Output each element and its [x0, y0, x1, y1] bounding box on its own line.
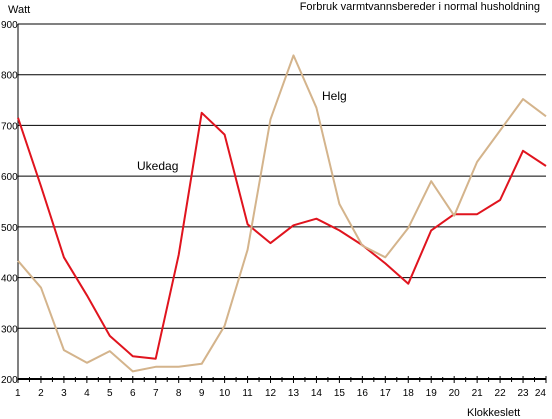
series-label-helg: Helg — [322, 89, 347, 103]
x-tick-label-17: 17 — [380, 388, 392, 399]
x-tick-label-2: 2 — [38, 388, 44, 399]
x-tick-label-20: 20 — [449, 388, 461, 399]
y-tick-label-400: 400 — [1, 274, 18, 285]
x-tick-labels: 1 2 3 4 5 6 7 8 9 10 11 12 13 14 15 16 17 18 19 20 21 22 23 24 — [15, 388, 546, 399]
y-tick-label-600: 600 — [1, 172, 18, 183]
x-tick-label-22: 22 — [495, 388, 507, 399]
y-tick-label-700: 700 — [1, 121, 18, 132]
series-line-helg — [17, 54, 547, 373]
series-line-ukedag — [17, 111, 547, 360]
x-tick-label-14: 14 — [311, 388, 323, 399]
axes — [17, 24, 547, 383]
grid — [18, 23, 546, 329]
x-tick-label-16: 16 — [357, 388, 369, 399]
y-tick-label-200: 200 — [1, 375, 18, 386]
x-tick-label-7: 7 — [153, 388, 159, 399]
x-tick-label-11: 11 — [242, 388, 253, 399]
series-label-ukedag: Ukedag — [137, 159, 178, 173]
x-tick-label-21: 21 — [472, 388, 484, 399]
y-tick-label-500: 500 — [1, 223, 18, 234]
x-tick-label-12: 12 — [265, 388, 277, 399]
x-tick-label-23: 23 — [517, 388, 529, 399]
series-lines — [17, 54, 547, 373]
x-tick-label-13: 13 — [288, 388, 300, 399]
y-axis-title: Watt — [8, 4, 30, 16]
x-tick-label-9: 9 — [199, 388, 205, 399]
y-tick-label-300: 300 — [1, 324, 18, 335]
x-tick-label-1: 1 — [15, 388, 21, 399]
x-tick-label-8: 8 — [176, 388, 182, 399]
x-axis-title: Klokkeslett — [467, 407, 520, 419]
x-tick-label-15: 15 — [334, 388, 346, 399]
x-tick-label-24: 24 — [535, 388, 547, 399]
y-tick-label-900: 900 — [1, 20, 18, 31]
x-tick-label-18: 18 — [403, 388, 415, 399]
x-tick-label-19: 19 — [426, 388, 438, 399]
y-tick-labels: 200 300 400 500 600 700 800 900 — [1, 20, 18, 386]
x-tick-label-10: 10 — [219, 388, 231, 399]
x-tick-label-4: 4 — [84, 388, 90, 399]
x-tick-label-3: 3 — [61, 388, 67, 399]
chart-title: Forbruk varmtvannsbereder i normal husho… — [300, 1, 540, 13]
y-tick-label-800: 800 — [1, 71, 18, 82]
x-tick-label-5: 5 — [107, 388, 113, 399]
x-tick-label-6: 6 — [130, 388, 136, 399]
